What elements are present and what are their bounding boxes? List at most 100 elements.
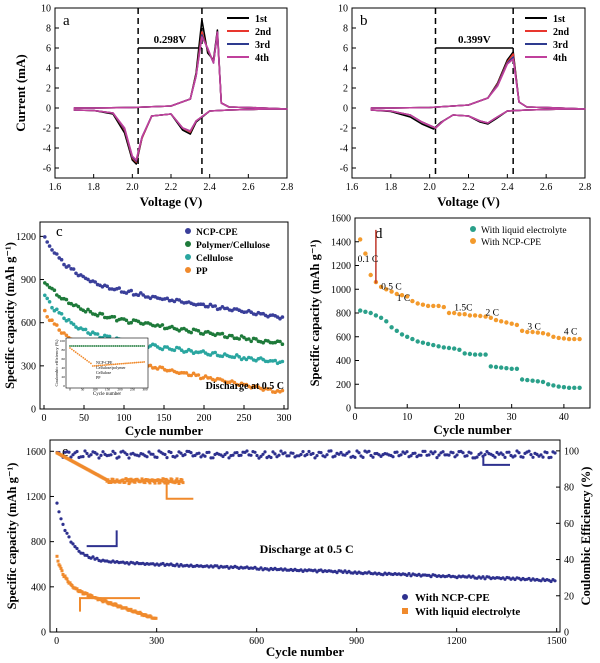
panel-e-arrow-liquid-ce	[165, 482, 194, 500]
panel-e-x-tick-label: 1500	[547, 636, 567, 647]
panel-c-point-Polymer/Cellulose	[136, 319, 141, 324]
panel-d-point-With NCP-CPE	[472, 313, 478, 318]
panel-e-ce-point-ncp	[127, 456, 131, 460]
panel-c-point-Cellulose	[55, 307, 59, 312]
panel-b-label: b	[360, 13, 368, 29]
panel-c-point-Polymer/Cellulose	[83, 310, 88, 314]
panel-d-point-With NCP-CPE	[577, 336, 582, 342]
panel-e-capacity-point-ncp	[63, 528, 67, 533]
panel-c-point-NCP-CPE	[201, 302, 205, 307]
panel-b-legend-label: 4th	[553, 53, 567, 64]
panel-a-label: a	[63, 13, 70, 29]
panel-c-point-Cellulose	[213, 350, 217, 355]
panel-c-inset-point	[101, 345, 104, 347]
panel-e-ce-point-liquid	[126, 478, 130, 482]
panel-c-point-Cellulose	[160, 347, 165, 352]
panel-e-capacity-point-ncp	[81, 551, 85, 555]
panel-d-y-tick-label: 1600	[331, 214, 351, 225]
panel-e-ce-point-ncp	[137, 454, 141, 458]
panel-c-inset-point	[133, 361, 136, 364]
panel-e-legend-marker	[402, 594, 408, 600]
panel-c-inset-point	[78, 345, 81, 347]
panel-b-y-tick-label: 10	[338, 4, 348, 15]
panel-b-legend-label: 2nd	[553, 27, 570, 38]
panel-d-y-tick-label: 0	[346, 404, 351, 415]
panel-c-inset-point	[91, 365, 94, 367]
panel-d-x-tick-label: 20	[454, 412, 464, 423]
panel-d-point-With NCP-CPE	[457, 312, 462, 317]
panel-c-point-Polymer/Cellulose	[201, 332, 205, 336]
panel-c-point-Cellulose	[244, 357, 249, 362]
panel-d-point-With liquid electrolyte	[389, 325, 394, 330]
panel-d-point-With NCP-CPE	[394, 291, 399, 297]
panel-c-legend-marker	[185, 267, 191, 273]
panel-e-ce-point-ncp	[179, 451, 183, 455]
panel-c-inset-point	[137, 361, 140, 364]
panel-d-point-With liquid electrolyte	[405, 334, 410, 339]
panel-a-y-tick-label: 8	[46, 24, 51, 35]
panel-b-y-tick-label: -6	[340, 164, 348, 175]
panel-e-ce-point-ncp	[225, 451, 229, 455]
panel-e-ce-point-ncp	[319, 451, 323, 455]
panel-e-ce-point-ncp	[253, 450, 257, 454]
panel-e-y-tick-label: 0	[41, 628, 46, 639]
panel-e-right-tick-label: 80	[564, 483, 574, 494]
panel-e-ce-point-liquid	[139, 479, 143, 483]
panel-c-point-PP	[50, 318, 54, 323]
panel-e-ce-point-ncp	[465, 454, 469, 458]
panel-e-ce-point-ncp	[67, 450, 71, 454]
panel-e-ce-point-liquid	[124, 477, 128, 481]
panel-d-point-With NCP-CPE	[509, 321, 514, 326]
panel-e-ce-point-ncp	[553, 451, 557, 455]
panel-d-point-With liquid electrolyte	[530, 378, 535, 383]
panel-e-ce-point-ncp	[183, 453, 187, 457]
panel-c-point-NCP-CPE	[280, 315, 285, 319]
panel-c-point-NCP-CPE	[208, 302, 213, 307]
panel-c-point-PP	[55, 323, 59, 327]
panel-a-x-tick-label: 1.6	[49, 182, 62, 193]
panel-c-point-Cellulose	[172, 348, 177, 353]
panel-e-capacity-point-liquid	[90, 594, 94, 598]
panel-c-inset-point	[99, 364, 102, 367]
panel-e-ce-point-ncp	[279, 449, 283, 453]
panel-c-point-NCP-CPE	[74, 271, 78, 276]
panel-c-legend-marker	[185, 254, 191, 260]
panel-e-ce-point-ncp	[75, 449, 79, 454]
panel-a-y-tick-label: -2	[43, 124, 51, 135]
panel-e-capacity-point-liquid	[87, 595, 91, 598]
panel-b-y-tick-label: -2	[340, 124, 348, 135]
panel-e-ce-point-liquid	[106, 478, 110, 482]
panel-e-capacity-point-ncp	[73, 545, 77, 549]
panel-c-inset-point	[97, 364, 100, 367]
panel-c-inset-point	[71, 345, 73, 347]
panel-d-rate-label: 2 C	[486, 308, 499, 318]
panel-d-point-With liquid electrolyte	[358, 308, 363, 313]
panel-e-ce-point-liquid	[165, 478, 169, 482]
panel-d-point-With NCP-CPE	[420, 302, 426, 307]
panel-c-point-PP	[191, 371, 196, 376]
panel-e-capacity-point-liquid	[75, 587, 79, 591]
panel-d-point-With NCP-CPE	[363, 251, 368, 256]
panel-e-right-tick-label: 60	[564, 519, 574, 530]
panel-e-plot-frame	[49, 439, 561, 633]
panel-c-point-PP	[43, 308, 47, 313]
panel-c-point-NCP-CPE	[218, 306, 222, 311]
panel-e-ce-point-ncp	[189, 451, 193, 455]
panel-c-point-PP	[57, 328, 61, 332]
panel-e-capacity-point-ncp	[71, 542, 75, 546]
panel-c-label: c	[56, 224, 63, 240]
panel-a-x-tick-label: 2.6	[242, 182, 255, 193]
panel-c-inset-point	[118, 363, 121, 365]
panel-d-point-With liquid electrolyte	[373, 313, 379, 318]
panel-d-point-With liquid electrolyte	[384, 319, 389, 324]
panel-d-point-With NCP-CPE	[436, 303, 441, 309]
panel-e-ce-point-ncp	[399, 453, 403, 457]
panel-d-point-With NCP-CPE	[572, 336, 577, 342]
panel-a-y-tick-label: 4	[46, 64, 51, 75]
panel-c-inset-point	[97, 345, 100, 347]
panel-b-y-tick-label: 6	[343, 44, 348, 55]
panel-e-ce-point-liquid	[173, 481, 177, 485]
panel-e-right-tick-label: 40	[564, 555, 574, 566]
panel-c-point-Polymer/Cellulose	[88, 309, 93, 314]
panel-e-capacity-point-ncp	[407, 572, 411, 576]
